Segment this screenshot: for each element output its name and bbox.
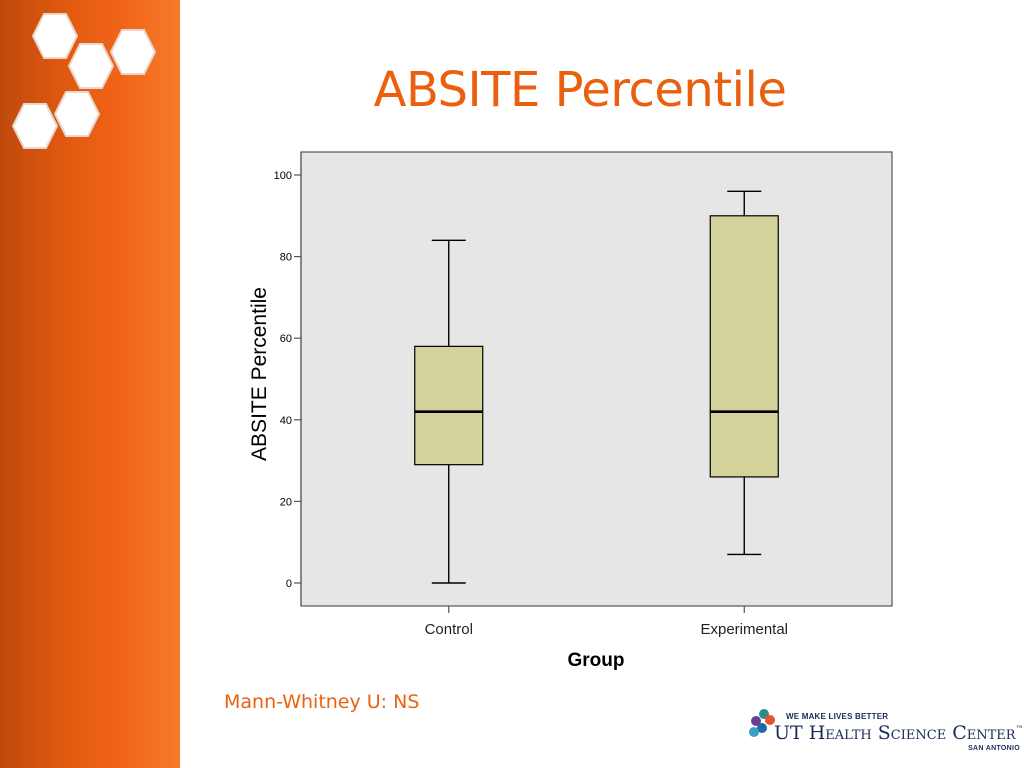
x-tick-label: Experimental — [700, 621, 788, 638]
hexagon-logo-icon — [11, 13, 157, 149]
box-plot-chart: 0 20 40 60 80 100 Control Experimental ABSITE … — [248, 151, 893, 671]
x-axis-ticks: Control Experimental — [425, 606, 788, 638]
box-series — [414, 190, 779, 584]
trademark-mark: ™ — [1015, 724, 1024, 734]
interquartile-box — [414, 345, 484, 466]
slide-title: ABSITE Percentile — [373, 62, 787, 118]
brand-location: SAN ANTONIO — [968, 745, 1020, 752]
y-tick-label: 0 — [286, 578, 292, 590]
orange-sidebar — [0, 0, 180, 768]
y-tick-label: 80 — [280, 252, 292, 264]
brand-dot — [765, 715, 775, 725]
brand-dot — [749, 727, 759, 737]
y-tick-label: 60 — [280, 333, 292, 345]
brand-tagline: WE MAKE LIVES BETTER — [786, 712, 889, 721]
y-axis-label: ABSITE Percentile — [248, 287, 271, 461]
y-tick-label: 40 — [280, 415, 292, 427]
y-tick-label: 20 — [280, 496, 292, 508]
brand-name: UT Health Science Center™ — [774, 722, 1024, 744]
x-axis-label: Group — [568, 650, 625, 671]
brand-dot — [757, 723, 767, 733]
x-tick-label: Control — [425, 621, 473, 638]
interquartile-box — [709, 215, 779, 478]
statistics-footnote: Mann-Whitney U: NS — [224, 691, 420, 713]
brand-dots-icon — [749, 709, 775, 737]
plot-area — [300, 151, 893, 607]
brand-dot — [751, 716, 761, 726]
box-experimental — [709, 190, 779, 556]
brand-logo: WE MAKE LIVES BETTER UT Health Science C… — [748, 706, 1024, 756]
box-control — [414, 239, 484, 584]
y-tick-label: 100 — [274, 170, 292, 182]
y-axis-ticks: 0 20 40 60 80 100 — [274, 170, 301, 590]
